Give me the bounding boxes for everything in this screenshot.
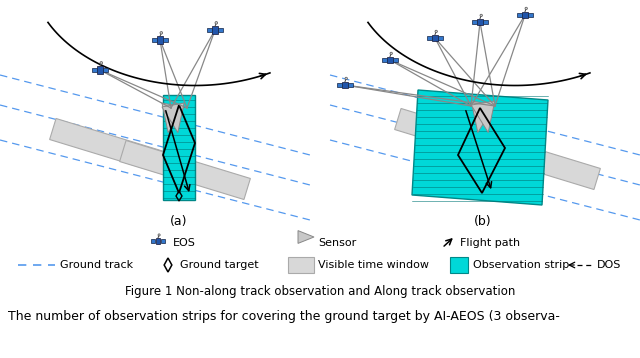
Circle shape [480,14,483,16]
Bar [163,38,168,42]
Circle shape [390,52,392,55]
Bar [97,66,103,74]
Circle shape [158,234,160,236]
Text: DOS: DOS [597,260,621,270]
Bar [522,12,527,18]
Polygon shape [471,101,495,132]
Text: Ground track: Ground track [60,260,133,270]
Bar [288,257,314,273]
Bar [103,68,108,72]
Text: Ground target: Ground target [180,260,259,270]
Circle shape [100,62,102,64]
Text: (b): (b) [474,215,492,228]
Text: Visible time window: Visible time window [318,260,429,270]
Bar [92,68,97,72]
Bar [450,257,468,273]
Circle shape [160,32,163,34]
Bar [342,82,348,88]
Polygon shape [298,231,314,243]
Polygon shape [162,103,184,132]
Bar [151,240,156,242]
Text: Observation strip: Observation strip [473,260,569,270]
Circle shape [435,30,437,33]
Bar [152,38,157,42]
Circle shape [525,7,527,10]
Bar [472,20,477,24]
Text: Sensor: Sensor [318,238,356,248]
Text: (a): (a) [170,215,188,228]
Bar [156,238,161,244]
Bar [393,58,398,62]
Bar [218,28,223,32]
Bar [438,36,443,40]
Bar [337,83,342,87]
Polygon shape [120,140,250,199]
Circle shape [345,77,348,79]
Text: EOS: EOS [173,238,196,248]
Polygon shape [412,90,548,205]
Bar [382,58,387,62]
Bar [433,35,438,42]
Bar [517,13,522,17]
Text: Flight path: Flight path [460,238,520,248]
Bar [212,26,218,34]
Polygon shape [471,101,495,132]
Bar [387,57,393,63]
Bar [483,20,488,24]
Circle shape [215,21,218,24]
Polygon shape [50,118,180,178]
Polygon shape [163,95,195,200]
Bar [528,13,532,17]
Bar [161,240,165,242]
Polygon shape [162,103,184,132]
Polygon shape [395,108,525,168]
Text: The number of observation strips for covering the ground target by AI-AEOS (3 ob: The number of observation strips for cov… [8,310,560,323]
Text: Figure 1 Non-along track observation and Along track observation: Figure 1 Non-along track observation and… [125,285,515,298]
Bar [207,28,212,32]
Bar [157,37,163,44]
Bar [428,36,432,40]
Bar [477,19,483,25]
Polygon shape [470,130,600,189]
Bar [348,83,353,87]
